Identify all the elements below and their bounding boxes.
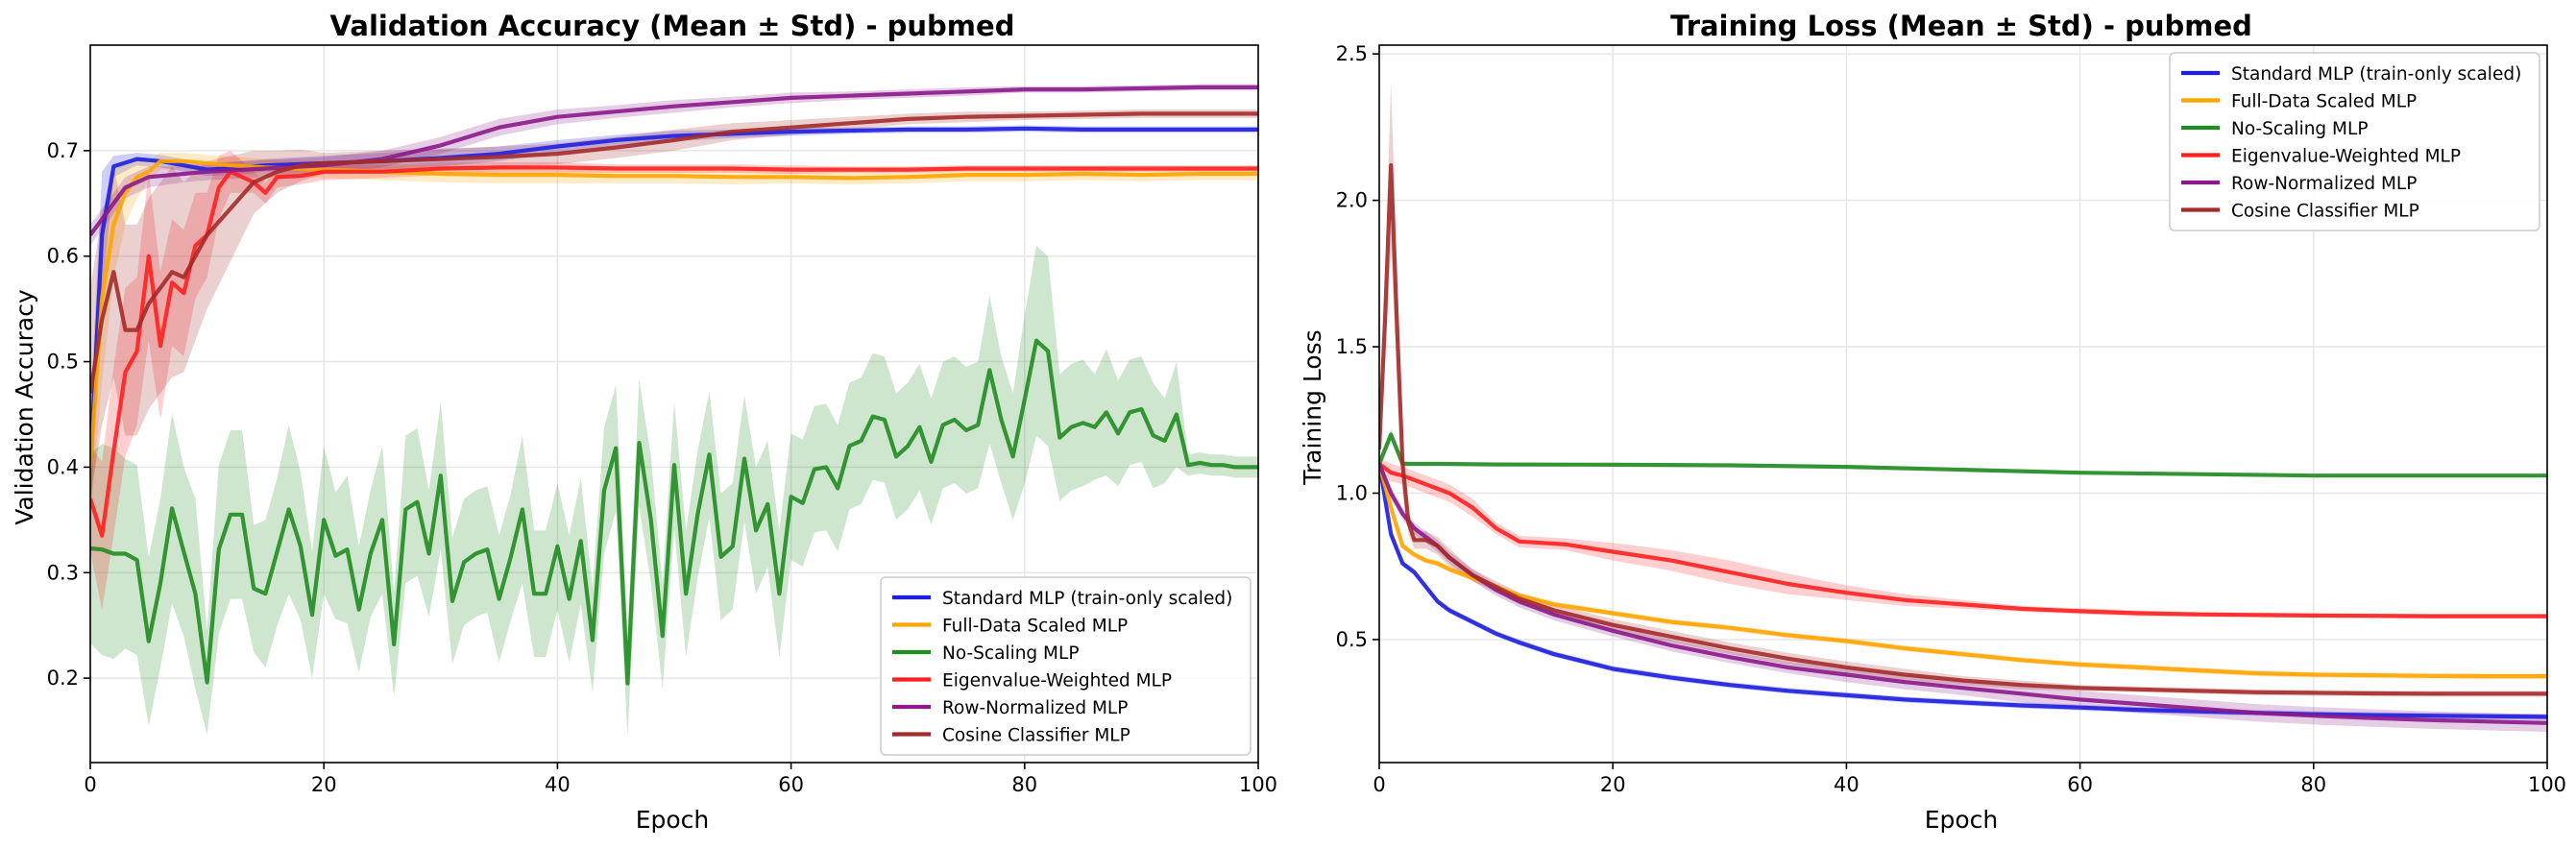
- legend: Standard MLP (train-only scaled) Full-Dat…: [2169, 52, 2540, 231]
- legend-box: [880, 576, 1252, 756]
- series-line: [90, 158, 1258, 468]
- x-axis-label: Epoch: [636, 806, 710, 834]
- x-tick-label: 0: [1373, 773, 1385, 796]
- std-band: [1379, 457, 2547, 619]
- axes-frame: [89, 44, 1259, 764]
- x-axis-label: Epoch: [1925, 806, 1999, 834]
- y-tick-label: 2.0: [1336, 189, 1368, 212]
- legend-label: Standard MLP (train-only scaled): [942, 589, 1232, 609]
- axes-frame: [1378, 44, 2548, 764]
- y-axis-label: Training Loss: [1299, 329, 1326, 485]
- chart-title: Training Loss (Mean ± Std) - pubmed: [1670, 10, 2252, 42]
- y-axis-label: Validation Accuracy: [11, 289, 38, 525]
- x-tick-label: 60: [778, 773, 804, 796]
- std-band: [1379, 457, 2547, 680]
- legend-label: Standard MLP (train-only scaled): [2231, 64, 2521, 85]
- x-tick-label: 100: [2528, 773, 2566, 796]
- y-tick-label: 0.7: [47, 139, 79, 162]
- y-tick-label: 0.2: [47, 667, 79, 690]
- y-tick-label: 2.5: [1336, 42, 1368, 65]
- legend-label: Full-Data Scaled MLP: [2231, 92, 2417, 112]
- legend: Standard MLP (train-only scaled) Full-Dat…: [880, 576, 1252, 756]
- y-tick-label: 0.6: [47, 245, 79, 268]
- series-line: [90, 111, 1258, 394]
- x-tick-label: 100: [1239, 773, 1277, 796]
- validation-accuracy-chart: Validation Accuracy (Mean ± Std) - pubme…: [11, 10, 1277, 834]
- legend-label: Full-Data Scaled MLP: [942, 617, 1128, 637]
- y-tick-label: 0.3: [47, 561, 79, 584]
- legend-label: No-Scaling MLP: [942, 643, 1079, 664]
- legend-box: [2169, 52, 2540, 231]
- series-line: [1379, 162, 2547, 696]
- legend-label: Cosine Classifier MLP: [942, 726, 1130, 746]
- std-band: [90, 150, 1258, 610]
- plot-area: [1379, 83, 2547, 732]
- training-loss-chart: Training Loss (Mean ± Std) - pubmed Epoc…: [1299, 10, 2566, 834]
- series-line: [1379, 432, 2547, 478]
- x-tick-label: 20: [1600, 773, 1626, 796]
- legend-label: Row-Normalized MLP: [2231, 174, 2417, 194]
- y-tick-label: 0.5: [47, 351, 79, 374]
- x-tick-label: 60: [2067, 773, 2093, 796]
- series-line: [90, 85, 1258, 236]
- legend-label: Eigenvalue-Weighted MLP: [2231, 147, 2461, 167]
- series-line: [90, 165, 1258, 538]
- series-line: [1379, 462, 2547, 619]
- plot-area: [90, 84, 1258, 737]
- y-tick-label: 1.0: [1336, 481, 1368, 504]
- legend-label: Row-Normalized MLP: [942, 698, 1128, 718]
- legend-label: No-Scaling MLP: [2231, 119, 2368, 139]
- series-line: [1379, 463, 2547, 679]
- legend-label: Eigenvalue-Weighted MLP: [942, 671, 1172, 691]
- legend-label: Cosine Classifier MLP: [2231, 202, 2419, 222]
- y-tick-label: 1.5: [1336, 335, 1368, 358]
- x-tick-label: 0: [84, 773, 96, 796]
- y-tick-label: 0.4: [47, 455, 79, 478]
- series-line: [90, 338, 1258, 686]
- x-tick-label: 80: [2300, 773, 2326, 796]
- x-tick-label: 20: [311, 773, 337, 796]
- x-tick-label: 80: [1011, 773, 1037, 796]
- x-tick-label: 40: [1834, 773, 1859, 796]
- y-tick-label: 0.5: [1336, 628, 1368, 651]
- x-tick-label: 40: [545, 773, 571, 796]
- chart-title: Validation Accuracy (Mean ± Std) - pubme…: [330, 10, 1015, 42]
